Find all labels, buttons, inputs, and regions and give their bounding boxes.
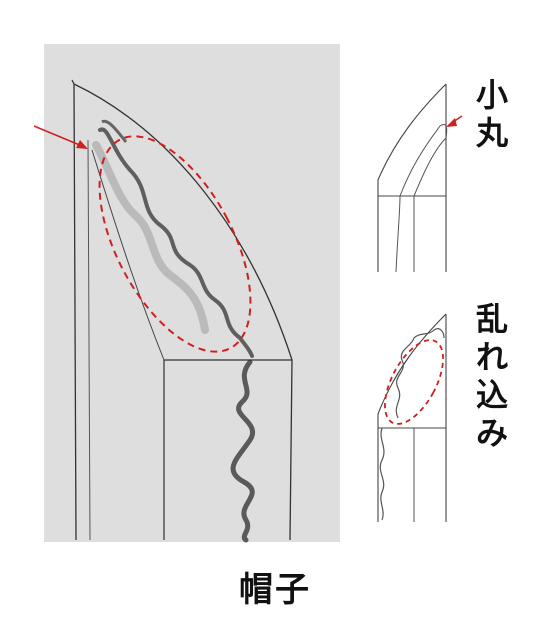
- komaru-char-2: 丸: [475, 114, 508, 152]
- boshi-hamon-dark: [98, 127, 254, 358]
- komaru-diagram: [377, 83, 463, 273]
- midarekomi-char-1: 乱: [475, 300, 508, 338]
- komaru-label: 小 丸: [472, 76, 512, 152]
- blade-tip-curve: [73, 83, 293, 361]
- ko-shinogi-line: [91, 149, 165, 361]
- blade-spine-line: [71, 79, 77, 541]
- midarekomi-char-4: み: [475, 414, 508, 452]
- midarekomi-char-2: れ: [475, 338, 508, 376]
- boshi-highlight-ellipse: [98, 135, 252, 353]
- hamon-lower: [230, 359, 255, 543]
- midarekomi-char-3: 込: [475, 376, 508, 414]
- boshi-hamon-shadow: [92, 141, 209, 334]
- blade-edge-line: [289, 359, 293, 541]
- komaru-char-1: 小: [475, 76, 508, 114]
- midarekomi-diagram: [377, 313, 447, 522]
- main-blade-sketch: [33, 79, 293, 543]
- boshi-turnback: [101, 119, 128, 143]
- figure-caption: 帽子: [239, 570, 311, 610]
- pointer-arrow-line: [33, 125, 83, 147]
- midarekomi-label: 乱 れ 込 み: [472, 300, 512, 452]
- pointer-arrow-head: [76, 140, 88, 149]
- blade-spine-line-inner: [87, 139, 91, 541]
